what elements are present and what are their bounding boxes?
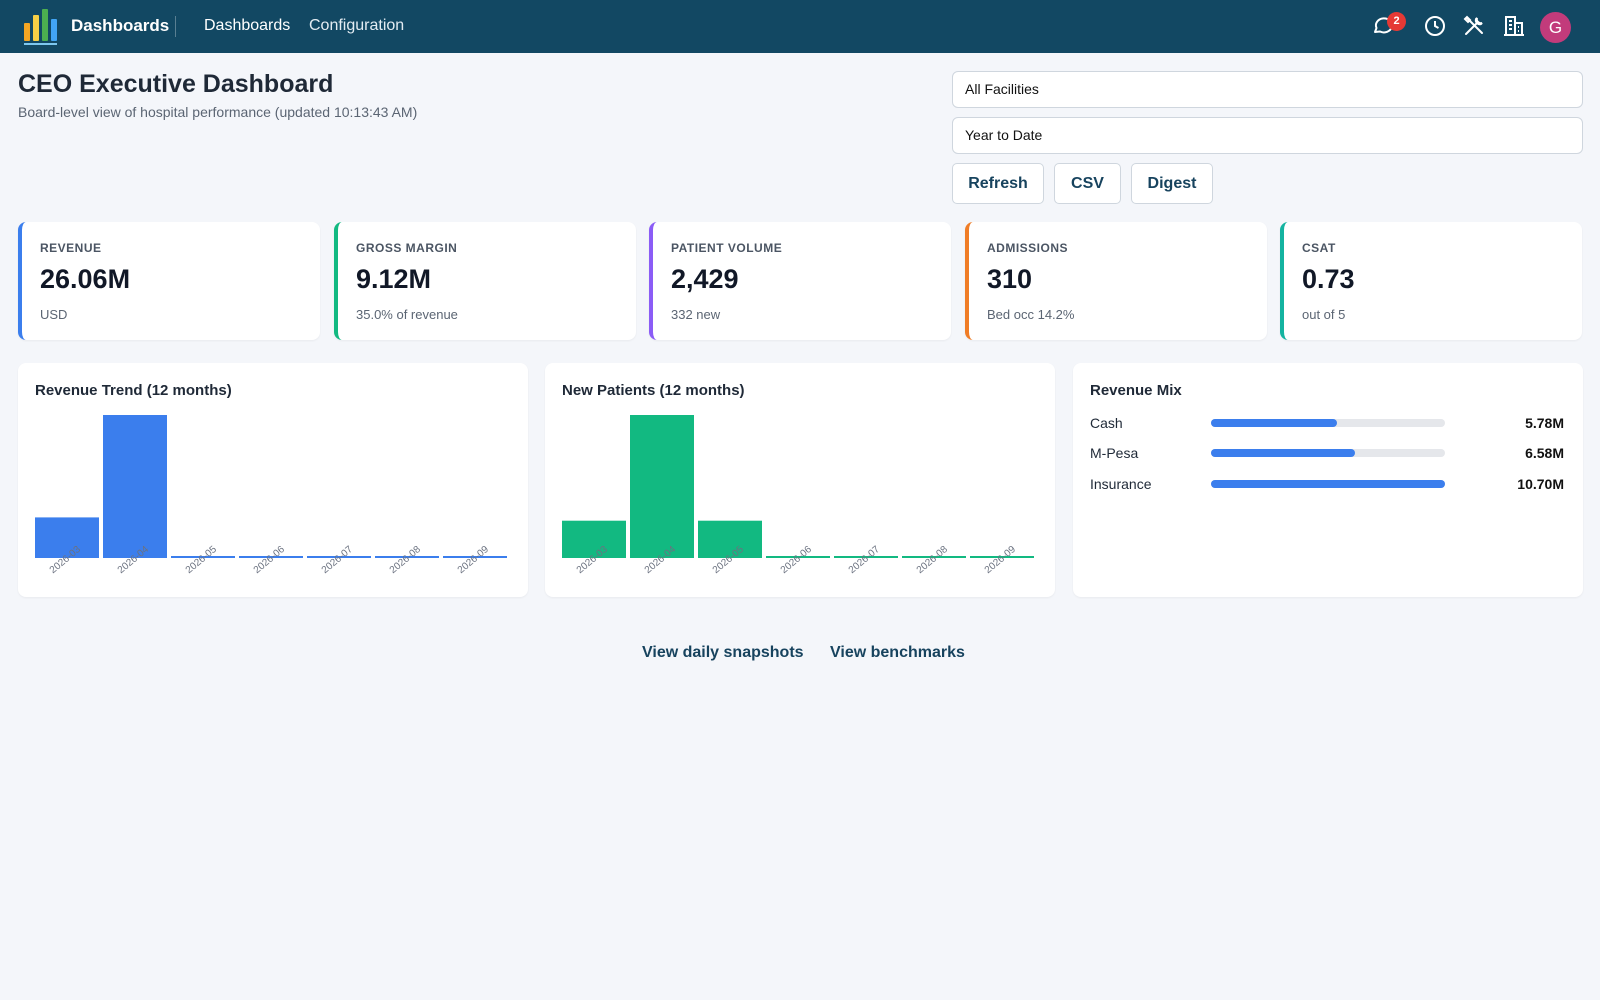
- chart-bar: [698, 520, 762, 558]
- digest-button[interactable]: Digest: [1131, 163, 1213, 204]
- chart-x-tick-label: 2026-07: [847, 544, 883, 576]
- new-patients-title: New Patients (12 months): [562, 382, 745, 399]
- period-select[interactable]: Year to Date: [952, 117, 1583, 154]
- kpi-subtext: 35.0% of revenue: [356, 307, 458, 322]
- chart-bar: [307, 556, 371, 558]
- chart-x-tick-label: 2026-06: [779, 544, 815, 576]
- kpi-card-gross-margin: GROSS MARGIN 9.12M 35.0% of revenue: [334, 222, 636, 340]
- kpi-label: PATIENT VOLUME: [671, 241, 783, 255]
- facility-select[interactable]: All Facilities: [952, 71, 1583, 108]
- view-benchmarks-link[interactable]: View benchmarks: [830, 644, 965, 661]
- chart-bar: [171, 556, 235, 558]
- kpi-card-admissions: ADMISSIONS 310 Bed occ 14.2%: [965, 222, 1267, 340]
- page-subtitle: Board-level view of hospital performance…: [18, 104, 418, 120]
- chart-bar: [375, 556, 439, 558]
- refresh-button[interactable]: Refresh: [952, 163, 1044, 204]
- revenue-mix-row-insurance: Insurance 10.70M: [1090, 474, 1564, 494]
- nav-configuration[interactable]: Configuration: [309, 17, 405, 34]
- mix-label: Insurance: [1090, 476, 1152, 492]
- chart-x-tick-label: 2026-06: [252, 544, 288, 576]
- revenue-trend-chart: 2026-03 2026-04 2026-05 2026-06 2026-07 2026-…: [35, 415, 507, 576]
- mix-bar-fill: [1211, 480, 1445, 488]
- kpi-card-patient-volume: PATIENT VOLUME 2,429 332 new: [649, 222, 951, 340]
- kpi-subtext: 332 new: [671, 307, 721, 322]
- mix-label: Cash: [1090, 415, 1123, 431]
- revenue-mix-card: Revenue Mix Cash 5.78M M-Pesa 6.58M Insu…: [1073, 363, 1583, 597]
- revenue-mix-title: Revenue Mix: [1090, 382, 1182, 399]
- nav-dashboards[interactable]: Dashboards: [204, 17, 291, 34]
- kpi-value: 9.12M: [356, 264, 432, 294]
- chart-x-tick-label: 2026-08: [915, 544, 951, 576]
- kpi-value: 26.06M: [40, 264, 131, 294]
- mix-label: M-Pesa: [1090, 445, 1139, 461]
- new-patients-chart: 2026-03 2026-04 2026-05 2026-06 2026-07 2026-…: [562, 415, 1034, 576]
- new-patients-card: New Patients (12 months) 2026-03 2026-04 2…: [545, 363, 1055, 597]
- kpi-subtext: out of 5: [1302, 307, 1346, 322]
- user-avatar[interactable]: G: [1540, 12, 1571, 43]
- chart-bar: [630, 415, 694, 558]
- kpi-card-csat: CSAT 0.73 out of 5: [1280, 222, 1582, 340]
- revenue-trend-title: Revenue Trend (12 months): [35, 382, 232, 399]
- revenue-trend-card: Revenue Trend (12 months) 2026-03 2026-04…: [18, 363, 528, 597]
- chart-x-tick-label: 2026-09: [456, 544, 492, 576]
- top-navigation-bar: Dashboards Dashboards Configuration 2 G: [0, 0, 1600, 53]
- kpi-label: ADMISSIONS: [987, 241, 1069, 255]
- chart-bar: [239, 556, 303, 558]
- kpi-card-revenue: REVENUE 26.06M USD: [18, 222, 320, 340]
- brand-name[interactable]: Dashboards: [71, 16, 170, 35]
- kpi-label: REVENUE: [40, 241, 102, 255]
- chart-bar: [902, 556, 966, 558]
- chart-bar: [766, 556, 830, 558]
- building-icon[interactable]: [1501, 13, 1527, 39]
- chart-bar: [562, 520, 626, 558]
- app-logo-icon[interactable]: [22, 7, 62, 47]
- clock-icon[interactable]: [1422, 13, 1448, 39]
- mix-bar-track: [1211, 419, 1445, 427]
- chart-bar: [834, 556, 898, 558]
- mix-bar-fill: [1211, 449, 1355, 457]
- mix-bar-fill: [1211, 419, 1338, 427]
- chart-x-tick-label: 2026-09: [983, 544, 1019, 576]
- kpi-value: 310: [987, 264, 1033, 294]
- chart-x-tick-label: 2026-05: [184, 544, 220, 576]
- kpi-label: GROSS MARGIN: [356, 241, 458, 255]
- view-daily-snapshots-link[interactable]: View daily snapshots: [642, 644, 804, 661]
- kpi-subtext: Bed occ 14.2%: [987, 307, 1075, 322]
- chart-bar: [443, 556, 507, 558]
- revenue-mix-row-cash: Cash 5.78M: [1090, 413, 1564, 433]
- notification-badge: 2: [1387, 12, 1406, 31]
- revenue-mix-row-mpesa: M-Pesa 6.58M: [1090, 443, 1564, 463]
- kpi-value: 2,429: [671, 264, 739, 294]
- chart-bar: [103, 415, 167, 558]
- chart-bar: [970, 556, 1034, 558]
- csv-button[interactable]: CSV: [1054, 163, 1121, 204]
- tools-icon[interactable]: [1461, 13, 1487, 39]
- kpi-subtext: USD: [40, 307, 68, 322]
- page-title: CEO Executive Dashboard: [18, 70, 334, 98]
- nav-divider: [175, 16, 176, 37]
- chart-x-tick-label: 2026-07: [320, 544, 356, 576]
- kpi-label: CSAT: [1302, 241, 1336, 255]
- kpi-value: 0.73: [1302, 264, 1355, 294]
- mix-bar-track: [1211, 449, 1445, 457]
- chart-bar: [35, 517, 99, 558]
- mix-bar-track: [1211, 480, 1445, 488]
- mix-value: 5.78M: [1525, 415, 1564, 431]
- mix-value: 6.58M: [1525, 445, 1564, 461]
- mix-value: 10.70M: [1517, 476, 1564, 492]
- chart-x-tick-label: 2026-08: [388, 544, 424, 576]
